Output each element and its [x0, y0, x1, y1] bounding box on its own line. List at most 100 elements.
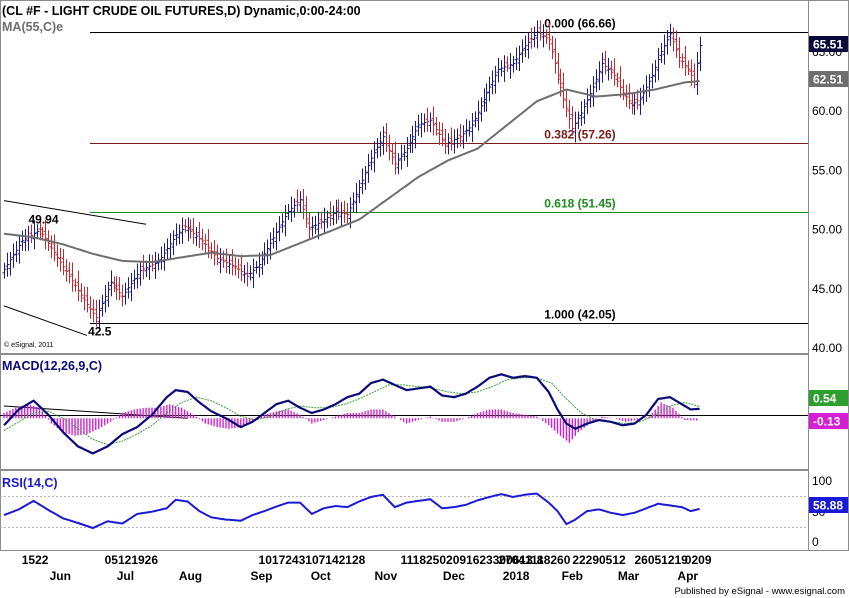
ohlc-bar [61, 249, 66, 276]
ohlc-bar [91, 299, 96, 323]
ohlc-bar [188, 219, 193, 239]
month-label: Jul [117, 569, 134, 583]
fibonacci-levels: 0.000 (66.66) 0.382 (57.26) 0.618 (51.45) 1… [90, 17, 808, 324]
ohlc-bar [668, 23, 673, 46]
ohlc-bar [20, 230, 25, 251]
ohlc-bar [82, 286, 87, 311]
date-label: 05121926 [105, 553, 159, 567]
fib-label-0: 0.000 (66.66) [544, 17, 615, 31]
ohlc-bar [174, 223, 179, 246]
ohlc-bar [538, 20, 543, 41]
ohlc-bar [683, 45, 688, 77]
ohlc-bar [126, 277, 131, 299]
swing-label-1: 42.5 [88, 325, 112, 339]
ohlc-bar [594, 69, 599, 93]
ohlc-bar [393, 141, 398, 175]
ohlc-bar [23, 229, 28, 252]
ohlc-bar [402, 145, 407, 161]
month-label: Oct [311, 569, 331, 583]
fib-label-1: 0.382 (57.26) [544, 128, 615, 142]
ohlc-bar [52, 234, 57, 262]
ohlc-bar [544, 29, 549, 45]
rsi-tick-label: 0 [812, 535, 819, 549]
ohlc-bar [487, 76, 492, 102]
date-label: 27041118260 [498, 553, 570, 567]
ohlc-bar [106, 281, 111, 307]
ohlc-bar [322, 207, 327, 233]
rsi-panel [0, 470, 809, 551]
ohlc-bar [698, 36, 703, 72]
price-panel [0, 0, 809, 354]
ohlc-bar [177, 224, 182, 245]
ohlc-bar [100, 294, 105, 317]
ohlc-bar [499, 60, 504, 77]
ohlc-bar [582, 99, 587, 125]
ma-label: MA(55,C)e [2, 20, 63, 34]
ohlc-bar [357, 180, 362, 204]
ohlc-bar [532, 26, 537, 48]
ohlc-bar [579, 101, 584, 127]
ohlc-bar [73, 278, 78, 292]
ohlc-bar [197, 221, 202, 249]
ohlc-bar [79, 283, 84, 303]
macd-line [3, 373, 700, 455]
ohlc-bar [479, 97, 484, 122]
price-tick-label: 45.00 [812, 282, 842, 296]
ohlc-bar [200, 228, 205, 251]
ohlc-bar [505, 56, 510, 72]
price-badge-1-bg [809, 71, 848, 87]
ohlc-bar [70, 262, 75, 292]
month-label: Nov [375, 569, 398, 583]
copyright-note: © eSignal, 2011 [4, 341, 54, 349]
ohlc-bar [428, 112, 433, 133]
ohlc-bar [484, 83, 489, 112]
ohlc-bar [180, 217, 185, 244]
month-label: Apr [677, 569, 698, 583]
ohlc-bar [248, 265, 253, 281]
ohlc-bar [183, 219, 188, 233]
ohlc-bar [283, 204, 288, 237]
ohlc-bar [514, 47, 519, 71]
ohlc-bar [55, 244, 60, 267]
ohlc-bar [218, 248, 223, 274]
ohlc-bar [328, 201, 333, 227]
ohlc-bar [591, 76, 596, 107]
ohlc-bar [97, 299, 102, 332]
ohlc-bar [203, 233, 208, 254]
price-tick-label: 50.00 [812, 223, 842, 237]
ohlc-bar [502, 55, 507, 82]
histogram-badge-bg [809, 413, 848, 429]
ohlc-bar [425, 107, 430, 132]
ohlc-bar [292, 198, 297, 218]
ohlc-bar [467, 120, 472, 137]
ohlc-bar [325, 210, 330, 229]
ohlc-bar [274, 222, 279, 251]
ohlc-bar [17, 234, 22, 264]
price-badge-1: 62.51 [813, 73, 843, 87]
ohlc-bar [526, 32, 531, 59]
price-badge-0: 65.51 [813, 38, 843, 52]
ohlc-bar [369, 149, 374, 171]
ohlc-bar [8, 251, 13, 276]
ohlc-bar [597, 61, 602, 91]
price-scale-area [808, 0, 849, 551]
ohlc-bar [446, 133, 451, 155]
price-tick-label: 40.00 [812, 341, 842, 355]
ohlc-bar [490, 70, 495, 95]
ohlc-bar [493, 66, 498, 94]
ohlc-bar [671, 27, 676, 52]
ohlc-bar [32, 221, 37, 250]
rsi-badge-bg [809, 497, 848, 513]
ohlc-bar [251, 258, 256, 289]
ohlc-bar [11, 243, 16, 268]
ma-55-line [3, 80, 700, 264]
ohlc-bar [144, 260, 149, 278]
rsi-badge: 58.88 [813, 499, 843, 513]
ohlc-bar [461, 125, 466, 149]
ohlc-bar [674, 30, 679, 58]
ohlc-bar [410, 125, 415, 154]
ohlc-bar [138, 262, 143, 286]
ohlc-bar [103, 284, 108, 313]
ohlc-bar [656, 47, 661, 81]
